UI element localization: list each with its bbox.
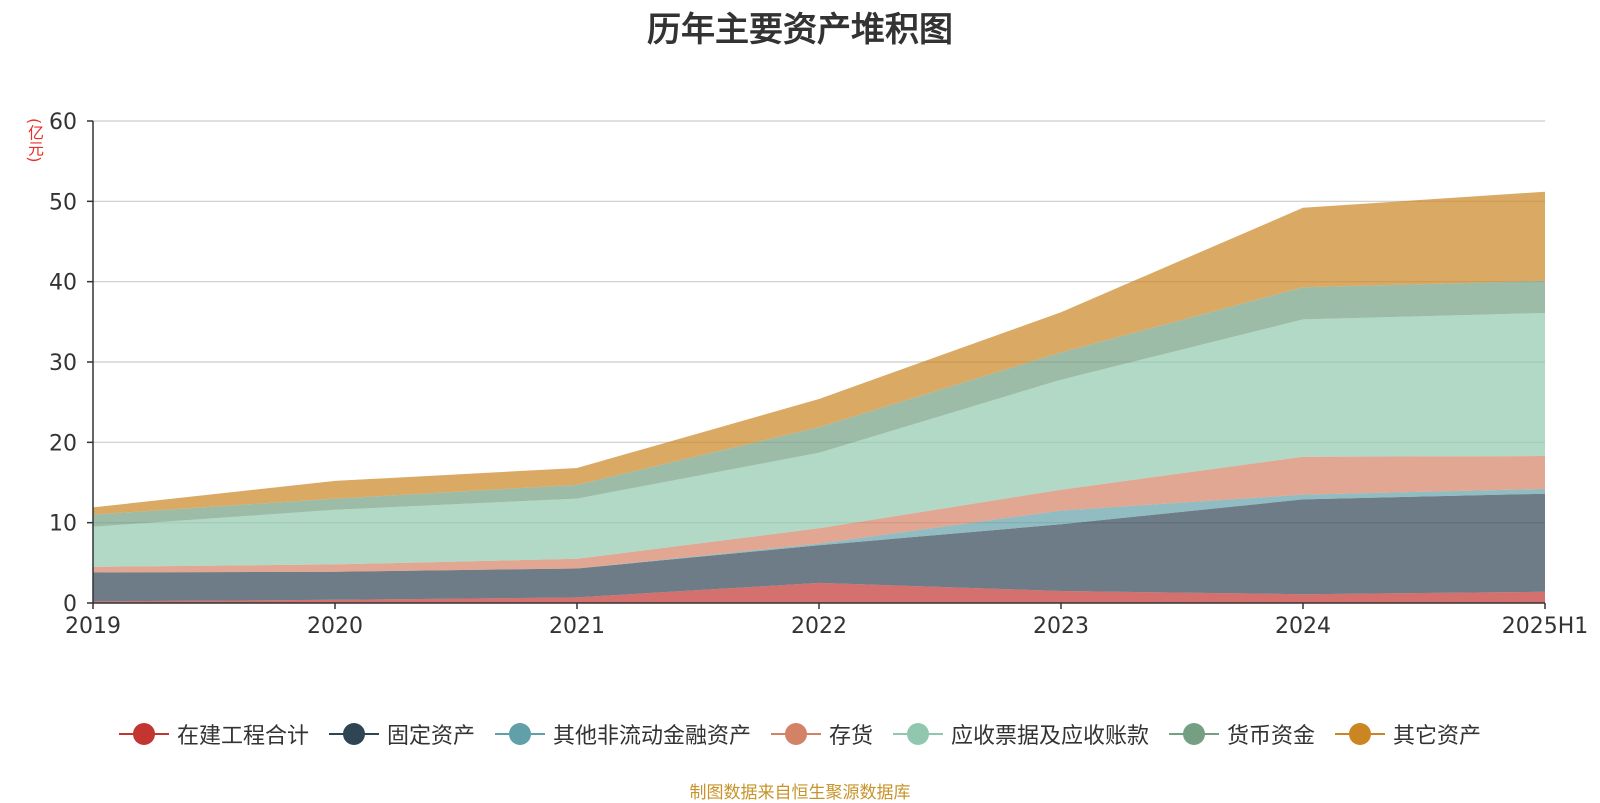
source-note: 制图数据来自恒生聚源数据库 [689,783,911,803]
legend-label: 应收票据及应收账款 [951,724,1150,749]
x-tick-label: 2023 [1033,614,1089,639]
area-series-0 [93,582,1545,603]
x-tick-label: 2022 [791,614,847,639]
area-series [93,191,1545,603]
legend-label: 其他非流动金融资产 [552,724,751,749]
legend-label: 其它资产 [1393,724,1482,749]
y-tick-label: 0 [63,592,77,617]
chart-legend: 在建工程合计 固定资产 其他非流动金融资产 存货 应收票据及应收账款 货币资金 其它资产 [0,718,1600,750]
legend-marker-icon [770,722,821,746]
x-tick-label: 2020 [307,614,363,639]
x-tick-label: 2021 [549,614,605,639]
legend-marker-icon [328,722,379,746]
legend-label: 固定资产 [386,724,475,749]
y-tick-label: 50 [49,190,77,215]
y-tick-label: 60 [49,110,77,135]
area-series-3 [93,456,1545,573]
legend-item[interactable]: 其他非流动金融资产 [494,718,751,750]
legend-item[interactable]: 货币资金 [1169,718,1315,750]
y-tick-label: 30 [49,351,77,376]
legend-marker-icon [893,722,943,746]
x-tick-label: 2019 [65,614,121,639]
area-series-5 [93,280,1545,527]
legend-marker-icon [1169,722,1220,746]
area-series-1 [93,493,1545,602]
legend-item[interactable]: 应收票据及应收账款 [893,718,1149,750]
legend-label: 在建工程合计 [176,724,309,749]
y-axis-unit-label: (亿元) [25,118,44,163]
legend-marker-icon [494,722,545,746]
legend-marker-icon [118,722,169,746]
chart-title: 历年主要资产堆积图 [647,10,953,50]
legend-item[interactable]: 存货 [770,718,873,750]
legend-item[interactable]: 固定资产 [328,718,475,750]
area-series-2 [93,488,1545,573]
y-tick-label: 20 [49,431,77,456]
y-tick-label: 40 [49,271,77,296]
legend-item[interactable]: 在建工程合计 [118,718,309,750]
area-series-6 [93,191,1545,515]
area-series-4 [93,313,1545,567]
axes: 0 10 20 30 40 50 60 2019 2020 2021 2022 2023 2024 202… [49,110,1588,639]
x-tick-label: 2025H1 [1502,614,1589,639]
legend-marker-icon [1335,722,1386,746]
x-tick-label: 2024 [1275,614,1331,639]
legend-label: 存货 [828,724,873,749]
y-tick-label: 10 [49,512,77,537]
legend-item[interactable]: 其它资产 [1335,718,1481,750]
legend-label: 货币资金 [1227,724,1316,749]
